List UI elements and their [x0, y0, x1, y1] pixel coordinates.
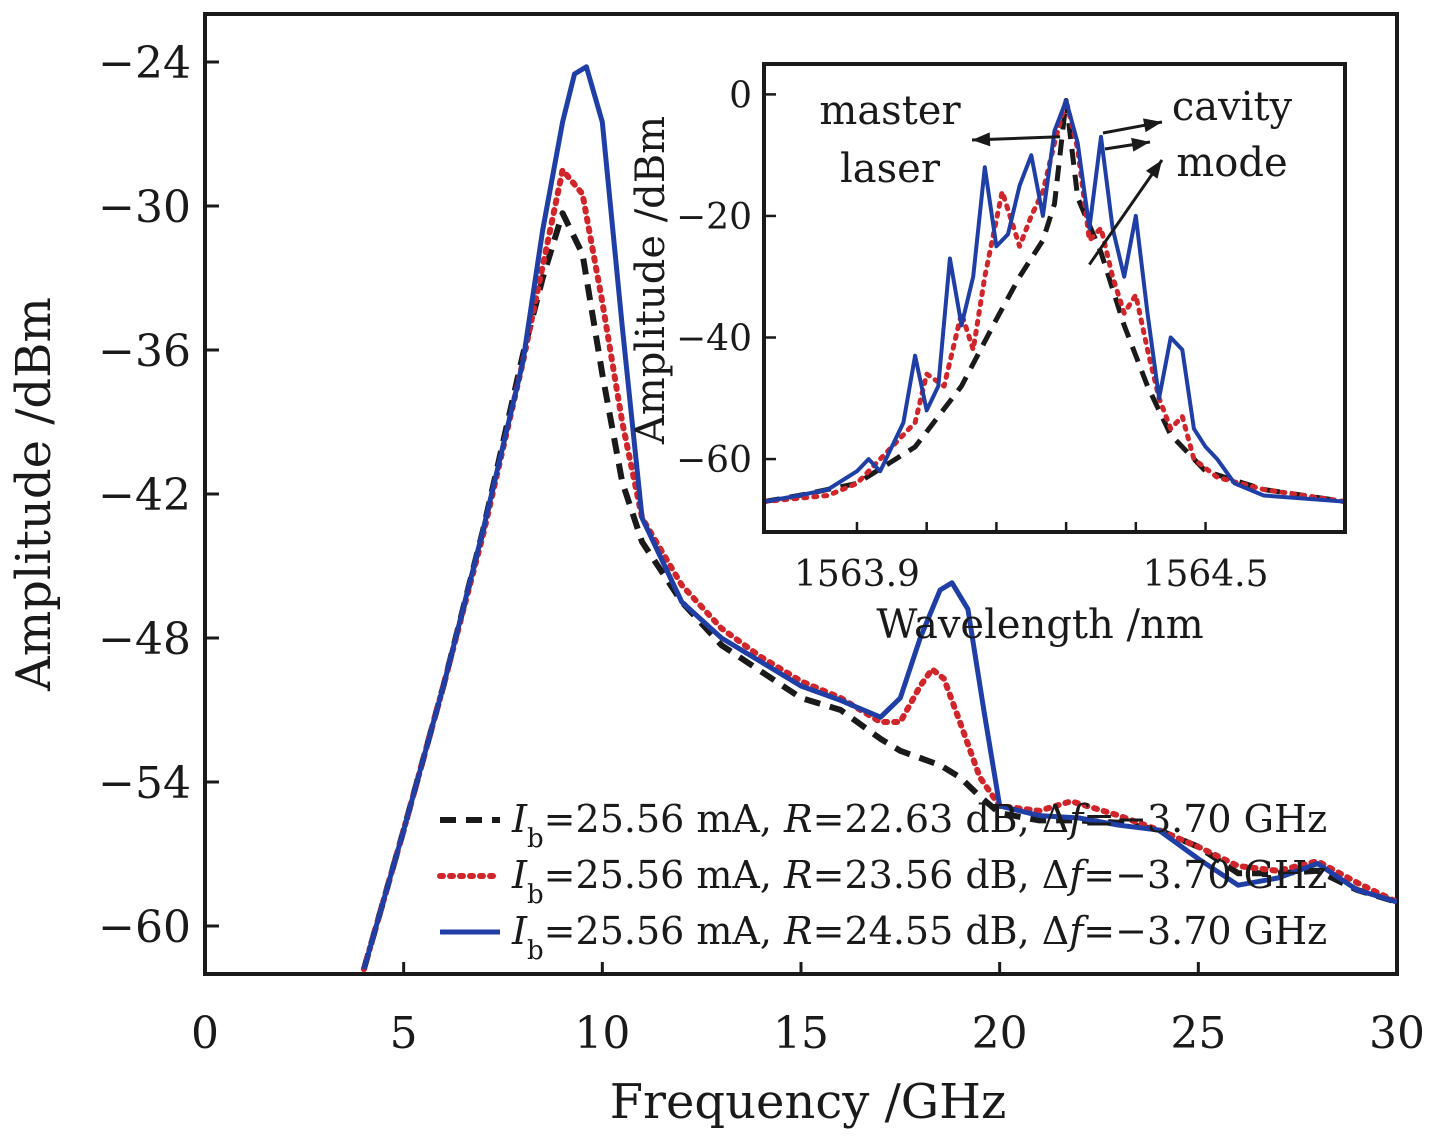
legend-entry-solid: Ib=25.56 mA, R=24.55 dB, Δf=−3.70 GHz: [511, 909, 1327, 966]
inset-series: [764, 98, 1345, 505]
inset-x-tick-label: 1563.9: [794, 554, 920, 595]
inset-series-line-solid: [764, 98, 1345, 504]
series-line-dotted: [360, 167, 1397, 973]
x-tick-label: 0: [191, 1008, 219, 1059]
x-tick-label: 20: [972, 1008, 1028, 1059]
annotation-cavity: cavity: [1172, 84, 1293, 130]
main-plot: 0 5 10 15 20 25 30 −24 −30 −36 −42 −48 −54 −60 Freque…: [6, 12, 1425, 1130]
x-tick-label: 15: [773, 1008, 829, 1059]
x-tick-label: 10: [574, 1008, 630, 1059]
inset-ticks: 1563.9 1564.5 0 −20 −40 −60: [676, 75, 1269, 595]
y-tick-label: −54: [98, 758, 191, 809]
x-tick-label: 30: [1369, 1008, 1425, 1059]
y-tick-label: −42: [98, 470, 191, 521]
annotation-master: master: [819, 88, 961, 134]
annotation-arrow-line: [1088, 159, 1164, 266]
annotation-arrow-head: [1131, 137, 1150, 152]
inset-y-axis-title: Amplitude /dBm: [628, 116, 674, 445]
annotation-laser: laser: [840, 146, 941, 192]
legend-entry-dashed: Ib=25.56 mA, R=22.63 dB, Δf=−3.70 GHz: [511, 797, 1327, 854]
x-tick-label: 25: [1170, 1008, 1226, 1059]
inset-y-tick-label: −60: [676, 440, 752, 481]
inset-series-line-dashed: [764, 98, 1345, 505]
inset-y-tick-label: 0: [729, 75, 752, 116]
inset-plot-frame: [762, 62, 1347, 534]
annotation-arrow-head: [1143, 118, 1162, 133]
main-series: [360, 64, 1397, 973]
main-ticks: 0 5 10 15 20 25 30 −24 −30 −36 −42 −48 −54 −60: [98, 38, 1425, 1059]
y-tick-label: −36: [98, 326, 191, 377]
x-tick-label: 5: [390, 1008, 418, 1059]
legend: Ib=25.56 mA, R=22.63 dB, Δf=−3.70 GHzIb=…: [437, 797, 1327, 966]
inset-plot: 1563.9 1564.5 0 −20 −40 −60 Wavelength /nm Am…: [628, 62, 1347, 648]
legend-entry-dotted: Ib=25.56 mA, R=23.56 dB, Δf=−3.70 GHz: [511, 853, 1327, 910]
inset-y-tick-label: −40: [676, 319, 752, 360]
inset-series-line-dotted: [764, 98, 1345, 505]
y-tick-label: −24: [98, 38, 191, 89]
inset-x-tick-label: 1564.5: [1143, 554, 1269, 595]
inset-x-axis-title: Wavelength /nm: [876, 602, 1203, 648]
annotation-arrow-head: [1145, 160, 1162, 179]
annotation-mode: mode: [1176, 140, 1287, 186]
annotation-arrow-head: [972, 132, 991, 147]
y-tick-label: −30: [98, 182, 191, 233]
y-axis-title: Amplitude /dBm: [6, 297, 62, 692]
y-tick-label: −60: [98, 902, 191, 953]
y-tick-label: −48: [98, 614, 191, 665]
series-line-dashed: [361, 210, 1397, 971]
inset-y-tick-label: −20: [676, 197, 752, 238]
x-axis-title: Frequency /GHz: [610, 1074, 1007, 1130]
series-line-solid: [361, 64, 1397, 970]
inset-arrows: [971, 118, 1164, 266]
